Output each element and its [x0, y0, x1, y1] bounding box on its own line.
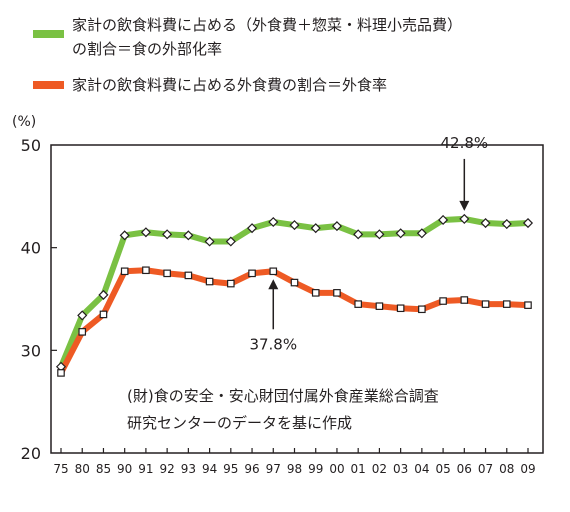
x-tick-label: 08 [499, 462, 514, 476]
data-point-square [439, 297, 447, 305]
data-point-diamond [119, 230, 130, 241]
data-point-square [418, 305, 426, 314]
x-tick-label: 03 [393, 462, 408, 476]
data-point-square [120, 267, 129, 276]
data-point-square [227, 279, 235, 288]
data-point-square [57, 369, 65, 377]
data-point-square [78, 328, 87, 336]
x-tick-label: 99 [308, 462, 323, 476]
data-point-diamond [416, 228, 427, 239]
x-tick-label: 91 [138, 462, 153, 476]
data-point-diamond [204, 236, 215, 247]
x-tick-label: 93 [181, 462, 196, 476]
data-point-square [311, 289, 320, 297]
source-note-line1: (財)食の安全・安心財団付属外食産業総合調査 [127, 387, 439, 405]
data-point-diamond [374, 229, 385, 240]
data-point-diamond [501, 219, 512, 230]
legend-swatch-external-rate [33, 30, 64, 38]
x-tick-label: 96 [244, 462, 259, 476]
x-tick-label: 00 [329, 462, 344, 476]
series-markers [55, 213, 534, 377]
x-tick-label: 04 [414, 462, 429, 476]
annotation-label: 37.8% [249, 335, 297, 353]
x-tick-label: 06 [457, 462, 472, 476]
x-tick-label: 01 [351, 462, 366, 476]
data-point-diamond [77, 310, 88, 321]
x-tick-label: 80 [75, 462, 90, 476]
y-tick-label: 30 [21, 341, 41, 360]
legend-label-external-rate-line1: 家計の飲食料費に占める（外食費＋惣菜・料理小売品費） [72, 16, 462, 34]
data-point-diamond [395, 228, 406, 239]
data-point-diamond [438, 214, 449, 225]
legend-label-external-rate-line2: の割合＝食の外部化率 [72, 40, 222, 58]
y-axis-label: (%) [12, 114, 36, 130]
annotation-arrow-head [268, 279, 279, 290]
y-ticks: 20 30 40 50 [21, 136, 57, 463]
x-tick-label: 75 [53, 462, 68, 476]
data-point-square [142, 266, 150, 275]
data-point-square [248, 269, 256, 278]
data-point-square [333, 289, 341, 297]
data-point-square [99, 310, 108, 319]
x-tick-label: 09 [520, 462, 535, 476]
data-point-diamond [480, 217, 491, 229]
data-point-square [375, 302, 384, 310]
x-tick-label: 90 [117, 462, 132, 476]
data-point-square [269, 267, 278, 276]
data-point-square [481, 300, 490, 308]
x-tick-label: 92 [159, 462, 174, 476]
x-tick-label: 97 [266, 462, 281, 476]
annotations: 42.8% 37.8% [249, 134, 488, 353]
x-tick-label: 94 [202, 462, 217, 476]
annotation-arrow-head [459, 200, 470, 211]
data-point-diamond [140, 227, 151, 238]
data-point-square [354, 300, 362, 308]
annotation-label: 42.8% [440, 134, 488, 152]
data-point-square [184, 271, 193, 280]
data-point-square [205, 277, 214, 286]
data-point-diamond [331, 221, 343, 232]
data-point-diamond [310, 223, 321, 234]
legend: 家計の飲食料費に占める（外食費＋惣菜・料理小売品費） の割合＝食の外部化率 家計… [33, 16, 462, 94]
data-point-diamond [459, 213, 470, 224]
x-tick-label: 85 [96, 462, 111, 476]
x-tick-label: 95 [223, 462, 238, 476]
x-tick-label: 98 [287, 462, 302, 476]
data-point-square [524, 301, 532, 309]
plot-frame [50, 144, 544, 454]
x-tick-label: 07 [478, 462, 493, 476]
data-point-diamond [522, 217, 534, 229]
data-point-diamond [268, 216, 279, 228]
data-point-diamond [162, 229, 173, 240]
x-ticks: 75 80 85 90 91 92 93 94 95 96 97 98 99 00 01 02 03 04 05 06… [53, 448, 536, 476]
data-point-square [290, 278, 299, 287]
data-point-square [460, 296, 469, 304]
y-tick-label: 50 [21, 136, 41, 155]
data-point-diamond [225, 236, 236, 247]
y-tick-label: 40 [21, 239, 41, 258]
y-tick-label: 20 [21, 444, 41, 463]
legend-label-eating-out-rate: 家計の飲食料費に占める外食費の割合＝外食率 [72, 76, 387, 94]
x-tick-label: 02 [372, 462, 387, 476]
x-tick-label: 05 [435, 462, 450, 476]
data-point-diamond [98, 289, 109, 300]
data-point-square [502, 300, 511, 308]
legend-swatch-eating-out-rate [33, 81, 64, 89]
data-point-diamond [289, 220, 300, 231]
data-point-diamond [353, 229, 364, 240]
data-point-square [163, 269, 171, 278]
data-point-diamond [246, 223, 258, 234]
source-note-line2: 研究センターのデータを基に作成 [127, 414, 352, 432]
data-point-square [396, 304, 405, 313]
data-point-diamond [183, 230, 194, 241]
